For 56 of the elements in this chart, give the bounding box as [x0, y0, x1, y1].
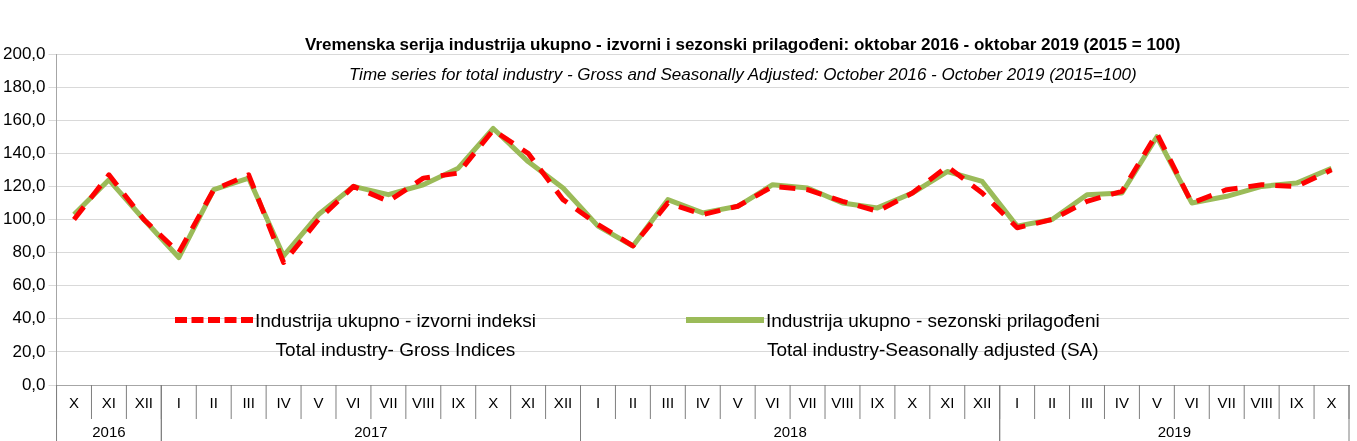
x-tick-label: I — [595, 394, 601, 412]
x-tick-label: XII — [973, 394, 992, 412]
text: Time series for total industry - Gross and Seasonally Adjusted: October 2016 - October 2019 (2015=100) — [348, 64, 1137, 84]
y-tick-label: 0,0 — [21, 374, 46, 394]
x-tick-label: II — [628, 394, 638, 412]
x-tick-label: XI — [101, 394, 117, 412]
text: 2019 — [1157, 423, 1192, 441]
x-tick-label: IX — [1289, 394, 1304, 412]
x-tick-label: V — [732, 394, 743, 412]
y-tick-label: 60,0 — [12, 275, 46, 295]
x-tick-label: VII — [1217, 394, 1236, 412]
x-tick-label: VIII — [412, 394, 435, 412]
x-tick-label: XI — [940, 394, 955, 412]
text: 2017 — [354, 423, 388, 441]
x-tick-label: V — [1151, 394, 1162, 412]
x-tick-label: II — [1047, 394, 1057, 412]
x-tick-label: I — [1015, 394, 1020, 412]
x-tick-label: VIII — [1250, 394, 1273, 412]
x-tick-label: VI — [346, 394, 361, 412]
x-tick-label: X — [1326, 394, 1337, 412]
y-tick-label: 160,0 — [2, 109, 46, 129]
x-tick-label: X — [907, 394, 918, 412]
y-tick-label: 80,0 — [12, 242, 46, 262]
y-tick-label: 100,0 — [2, 209, 46, 229]
x-tick-label: X — [69, 394, 80, 412]
y-tick-label: 40,0 — [12, 308, 46, 328]
x-tick-label: X — [488, 394, 499, 412]
x-tick-label: VII — [798, 394, 817, 412]
x-tick-label: V — [313, 394, 324, 412]
y-tick-label: 20,0 — [12, 341, 46, 361]
x-tick-label: III — [1080, 394, 1094, 412]
y-tick-label: 140,0 — [2, 142, 46, 162]
y-tick-label: 180,0 — [2, 76, 46, 96]
chart-title: Vremenska serija industrija ukupno - izvorni i sezonski prilagođeni: oktobar 2016 - oktobar 2019 (2015 = 100) — [305, 34, 1181, 54]
x-tick-label: IV — [1114, 394, 1130, 412]
x-tick-label: IV — [695, 394, 710, 412]
legend-label: Industrija ukupno - sezonski prilagođeni Total industry-Seasonally adjusted (SA) — [765, 309, 1100, 362]
y-tick-label: 120,0 — [2, 176, 46, 196]
x-tick-label: I — [176, 394, 181, 412]
x-tick-label: II — [209, 394, 218, 412]
text: 2018 — [773, 423, 807, 441]
x-tick-label: XII — [134, 394, 154, 412]
x-tick-label: III — [242, 394, 255, 412]
x-tick-label: VI — [1184, 394, 1199, 412]
x-tick-label: XII — [553, 394, 573, 412]
x-tick-label: XI — [521, 394, 536, 412]
y-tick-label: 200,0 — [2, 43, 46, 63]
x-tick-label: VI — [765, 394, 780, 412]
x-tick-label: VIII — [831, 394, 854, 412]
x-tick-label: IX — [451, 394, 466, 412]
x-tick-label: IV — [276, 394, 291, 412]
x-tick-label: IX — [870, 394, 885, 412]
x-tick-label: VII — [379, 394, 398, 412]
legend-label: Industrija ukupno - izvorni indeksi Total industry- Gross Indices — [255, 309, 536, 362]
text: 2016 — [92, 423, 126, 441]
x-tick-label: III — [661, 394, 675, 412]
